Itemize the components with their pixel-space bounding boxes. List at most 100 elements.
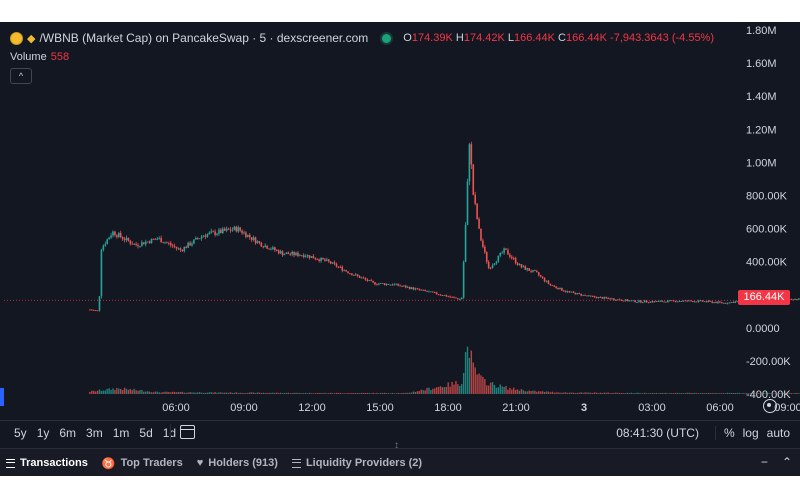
volume-bar: [94, 391, 97, 394]
volume-bar: [177, 391, 180, 394]
candle-body: [289, 254, 292, 255]
volume-bar: [152, 392, 155, 394]
volume-bar: [732, 392, 735, 394]
candle-body: [607, 298, 609, 299]
utc-clock[interactable]: 08:41:30 (UTC): [616, 426, 699, 440]
volume-bar: [661, 392, 663, 394]
volume-bar: [584, 392, 586, 394]
candle-body: [220, 229, 222, 234]
volume-bar: [382, 392, 384, 394]
range-6m[interactable]: 6m: [59, 426, 77, 440]
tab-transactions[interactable]: Transactions: [6, 457, 88, 469]
range-1y[interactable]: 1y: [36, 426, 50, 440]
volume-bar: [769, 393, 771, 394]
volume-bar: [798, 393, 800, 394]
volume-bar: [665, 392, 667, 394]
candle-body: [721, 302, 723, 304]
volume-bar: [195, 392, 197, 394]
candle-body: [214, 231, 216, 235]
volume-bar: [264, 392, 266, 394]
volume-bar: [283, 392, 286, 394]
volume-bar: [634, 393, 636, 394]
volume-bar: [249, 392, 251, 394]
volume-bar: [106, 388, 108, 394]
volume-bar: [123, 387, 126, 394]
volume-bar: [297, 392, 299, 394]
volume-bar: [385, 393, 388, 394]
expand-button[interactable]: ⌃: [781, 455, 792, 469]
tab-holders[interactable]: ♥ Holders (913): [196, 457, 278, 469]
tab-liquidity-providers[interactable]: Liquidity Providers (2): [291, 457, 422, 469]
candle-body: [430, 291, 432, 293]
volume-bar: [794, 393, 796, 394]
candle-body: [730, 302, 733, 303]
candle-body: [572, 291, 575, 293]
volume-bar: [597, 393, 600, 394]
candle-body: [609, 298, 611, 300]
range-5y[interactable]: 5y: [14, 426, 27, 440]
volume-bar: [513, 387, 515, 394]
volume-bar: [509, 387, 511, 394]
volume-bar: [751, 392, 754, 394]
candle-body: [129, 240, 132, 244]
volume-bar: [141, 390, 143, 394]
volume-bar: [595, 392, 598, 394]
candle-body: [435, 292, 438, 295]
volume-bar: [472, 362, 474, 394]
volume-bar: [179, 392, 182, 394]
volume-bar: [237, 393, 239, 394]
volume-bar: [557, 392, 559, 394]
price-chart[interactable]: 1.80M 1.60M 1.40M 1.20M 1.00M 800.00K 600.00K 4…: [0, 22, 800, 420]
percent-toggle[interactable]: %: [723, 426, 735, 440]
volume-bar: [495, 387, 498, 394]
volume-bar: [642, 393, 644, 394]
candle-body: [351, 273, 353, 276]
volume-bar: [197, 392, 199, 394]
x-tick-label: 3: [581, 402, 587, 414]
candle-body: [460, 297, 463, 300]
range-5d[interactable]: 5d: [139, 426, 153, 440]
volume-bar: [605, 392, 607, 394]
candle-body: [169, 243, 172, 246]
log-toggle[interactable]: log: [742, 426, 759, 440]
volume-bar: [412, 391, 415, 394]
volume-bar: [561, 392, 563, 394]
candle-body: [432, 291, 434, 293]
auto-toggle[interactable]: auto: [766, 426, 790, 440]
volume-bar: [717, 393, 719, 394]
volume-bar: [541, 391, 544, 394]
candle-body: [790, 299, 792, 301]
candle-body: [491, 265, 494, 269]
candle-body: [643, 300, 646, 303]
gear-icon[interactable]: [763, 399, 777, 413]
volume-bar: [166, 391, 168, 394]
candle-body: [272, 247, 274, 250]
volume-bar: [193, 392, 195, 394]
volume-bar: [214, 392, 216, 394]
volume-bar: [98, 389, 101, 394]
candle-body: [310, 256, 313, 258]
volume-bar: [447, 382, 449, 394]
range-1m[interactable]: 1m: [112, 426, 130, 440]
candle-body: [601, 297, 604, 299]
candle-body: [277, 250, 280, 254]
candle-body: [484, 246, 486, 253]
collapse-legend-button[interactable]: ^: [10, 68, 32, 84]
candle-body: [144, 241, 147, 245]
minimize-button[interactable]: −: [760, 455, 768, 469]
range-1d[interactable]: 1d: [163, 426, 176, 440]
volume-bar: [287, 392, 290, 394]
volume-bar: [459, 385, 461, 394]
candle-body: [586, 295, 588, 297]
volume-bar: [719, 393, 721, 394]
candle-body: [676, 301, 679, 303]
candle-body: [680, 301, 683, 302]
list-icon: [6, 458, 15, 468]
range-3m[interactable]: 3m: [86, 426, 103, 440]
tab-top-traders[interactable]: ♉ Top Traders: [101, 457, 183, 470]
candle-body: [164, 242, 166, 244]
volume-bar: [586, 392, 588, 394]
calendar-icon[interactable]: [180, 425, 195, 439]
bottom-tabs: Transactions ♉ Top Traders ♥ Holders (91…: [0, 448, 800, 476]
resize-handle-icon[interactable]: ↕: [394, 440, 399, 451]
